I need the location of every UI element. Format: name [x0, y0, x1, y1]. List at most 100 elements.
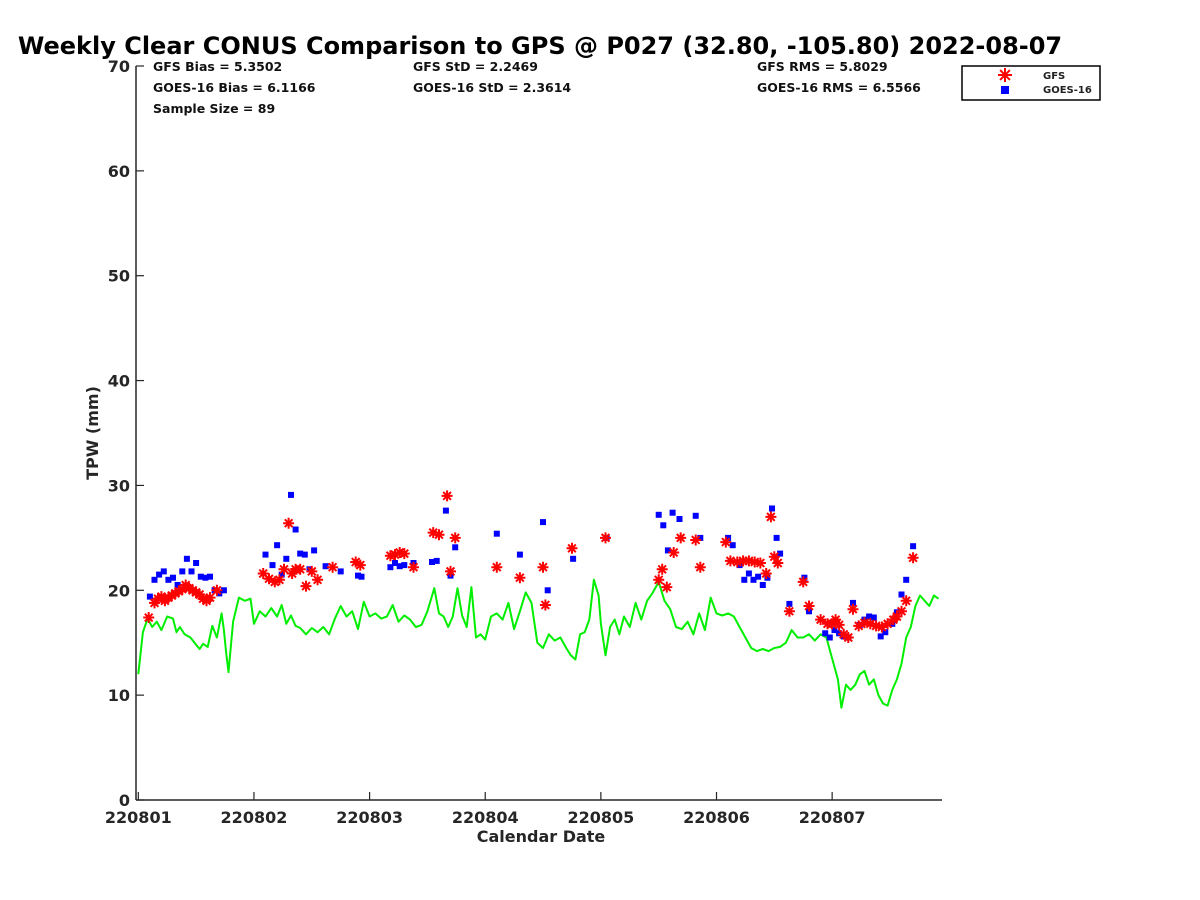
goes16-point — [831, 627, 838, 634]
x-tick-label: 220805 — [567, 808, 634, 827]
goes16-point — [358, 573, 365, 580]
gfs-point — [566, 542, 578, 554]
goes16-point — [387, 564, 394, 571]
goes16-point — [197, 573, 204, 580]
gfs-point — [427, 527, 439, 539]
gps-series-line — [137, 578, 940, 709]
goes16-point — [801, 574, 808, 581]
y-tick-label: 50 — [108, 267, 130, 286]
y-tick-label: 20 — [108, 581, 130, 600]
goes16-point — [179, 568, 186, 575]
gfs-point — [731, 556, 743, 568]
gfs-point — [896, 605, 907, 617]
x-tick-label: 220804 — [452, 808, 519, 827]
goes16-point — [850, 599, 856, 606]
goes16-point — [170, 574, 176, 581]
goes16-point — [151, 576, 158, 583]
stat-gfs-rms: GFS RMS = 5.8029 — [757, 59, 888, 74]
goes16-point — [544, 587, 551, 594]
goes16-point — [755, 573, 762, 580]
goes16-point — [396, 563, 403, 570]
x-tick-label: 220801 — [105, 808, 172, 827]
gfs-point — [539, 599, 551, 611]
gfs-point — [354, 559, 366, 571]
goes16-point — [516, 551, 523, 558]
gfs-point — [445, 565, 456, 577]
goes16-point — [311, 547, 318, 554]
gfs-point — [300, 580, 312, 592]
plot-area: 0 10 20 30 40 50 60 70 220801 220802 220803 220804 2… — [83, 57, 942, 846]
goes16-point — [274, 542, 281, 549]
goes16-point — [866, 613, 873, 620]
gfs-point — [724, 555, 736, 567]
goes16-point — [741, 576, 748, 583]
goes16-point — [452, 544, 459, 551]
goes16-point — [759, 582, 766, 588]
legend-goes16-marker — [1001, 86, 1009, 94]
gfs-point — [797, 576, 809, 588]
gfs-point — [842, 632, 854, 643]
gfs-point — [211, 584, 223, 596]
goes16-point — [664, 547, 671, 554]
legend-goes16-square — [1001, 86, 1009, 94]
gfs-point — [491, 561, 503, 573]
goes16-point — [433, 557, 440, 564]
y-tick-label: 40 — [108, 372, 130, 391]
y-tick-label: 0 — [119, 791, 130, 810]
goes16-point — [297, 550, 304, 557]
x-tick-label: 220803 — [336, 808, 403, 827]
gfs-series — [143, 490, 919, 643]
goes16-point — [288, 491, 294, 498]
gfs-point — [408, 561, 419, 573]
goes16-point — [725, 534, 732, 541]
goes16-point — [826, 634, 833, 641]
legend-box — [961, 65, 1101, 101]
gfs-point — [433, 529, 445, 541]
gfs-point — [661, 581, 673, 593]
stat-gfs-bias: GFS Bias = 5.3502 — [153, 59, 282, 74]
stat-goes-rms: GOES-16 RMS = 6.5566 — [757, 80, 921, 95]
goes16-point — [773, 534, 780, 541]
gfs-point — [394, 547, 406, 558]
gfs-point — [273, 574, 285, 586]
goes16-point — [660, 522, 667, 529]
goes16-point — [278, 571, 285, 578]
goes16-point — [262, 551, 269, 558]
goes16-point — [355, 572, 361, 579]
gfs-point — [283, 517, 295, 529]
goes16-point — [283, 555, 290, 562]
goes16-point — [786, 600, 793, 607]
gfs-point — [749, 556, 761, 568]
gfs-point — [675, 532, 687, 544]
gfs-point — [384, 550, 396, 562]
gfs-point — [720, 536, 732, 548]
goes16-point — [392, 560, 398, 566]
goes16-point — [193, 560, 200, 566]
gfs-point — [882, 618, 894, 630]
goes16-point — [269, 562, 276, 569]
gfs-point — [269, 576, 281, 588]
gfs-point — [870, 620, 882, 632]
goes16-point — [292, 526, 299, 533]
gfs-point — [449, 532, 461, 544]
x-tick-label: 220806 — [683, 808, 750, 827]
gfs-point — [859, 617, 870, 629]
gfs-point — [600, 532, 611, 544]
goes16-point — [676, 516, 683, 522]
gfs-point — [907, 552, 919, 564]
y-tick-label: 60 — [108, 162, 130, 181]
gfs-point — [891, 611, 903, 622]
gfs-point — [514, 572, 526, 584]
gfs-point — [668, 547, 680, 558]
legend-gfs-marker — [998, 68, 1012, 82]
gfs-point — [815, 614, 827, 626]
gfs-point — [350, 556, 362, 568]
gfs-point — [864, 618, 876, 630]
gfs-point — [656, 563, 668, 575]
stat-goes-bias: GOES-16 Bias = 6.1166 — [153, 80, 316, 95]
goes16-point — [655, 511, 662, 518]
goes16-point — [777, 550, 784, 557]
x-tick-label: 220802 — [221, 808, 288, 827]
